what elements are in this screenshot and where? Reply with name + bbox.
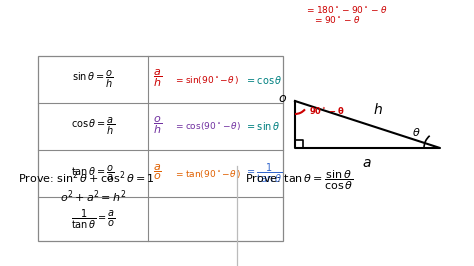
Text: $= 180^\circ - 90^\circ - \theta$: $= 180^\circ - 90^\circ - \theta$ [305, 4, 388, 15]
Text: $\tan\theta = \dfrac{o}{a}$: $\tan\theta = \dfrac{o}{a}$ [71, 164, 115, 183]
Text: $a$: $a$ [362, 156, 372, 170]
Text: $h$: $h$ [373, 102, 383, 117]
Text: $= \dfrac{1}{\tan\theta}$: $= \dfrac{1}{\tan\theta}$ [245, 162, 283, 185]
Text: $= \tan(90^\circ\!-\!\theta\,)$: $= \tan(90^\circ\!-\!\theta\,)$ [174, 168, 241, 180]
Text: $\mathbf{90^\circ - \theta}$: $\mathbf{90^\circ - \theta}$ [309, 105, 345, 116]
Text: Prove: $\sin^2\theta + \cos^2\theta = 1$: Prove: $\sin^2\theta + \cos^2\theta = 1$ [18, 169, 155, 186]
Text: Prove: $\tan\theta = \dfrac{\sin\theta}{\cos\theta}$: Prove: $\tan\theta = \dfrac{\sin\theta}{… [245, 169, 354, 193]
Text: $= 90^\circ - \theta$: $= 90^\circ - \theta$ [313, 14, 361, 25]
Text: $\dfrac{a}{o}$: $\dfrac{a}{o}$ [153, 163, 162, 182]
Text: $\cos\theta = \dfrac{a}{h}$: $\cos\theta = \dfrac{a}{h}$ [71, 116, 115, 137]
Text: $= \cos\theta$: $= \cos\theta$ [245, 73, 283, 85]
Text: $\theta$: $\theta$ [412, 126, 420, 138]
Text: $\dfrac{o}{h}$: $\dfrac{o}{h}$ [153, 115, 162, 136]
Text: $= \sin\theta$: $= \sin\theta$ [245, 120, 280, 132]
Text: $\sin\theta = \dfrac{o}{h}$: $\sin\theta = \dfrac{o}{h}$ [72, 69, 114, 90]
Text: $= \sin(90^\circ\!-\!\theta\,)$: $= \sin(90^\circ\!-\!\theta\,)$ [174, 73, 239, 85]
Text: $\dfrac{1}{\tan\theta} = \dfrac{a}{o}$: $\dfrac{1}{\tan\theta} = \dfrac{a}{o}$ [71, 207, 115, 231]
Text: $= \cos(90^\circ\!-\!\theta\,)$: $= \cos(90^\circ\!-\!\theta\,)$ [174, 120, 242, 132]
Text: $o$: $o$ [278, 93, 287, 106]
Text: $o^2 + a^2 = h^2$: $o^2 + a^2 = h^2$ [60, 188, 127, 205]
Text: $\dfrac{a}{h}$: $\dfrac{a}{h}$ [153, 68, 162, 89]
Bar [38, 56, 283, 241]
